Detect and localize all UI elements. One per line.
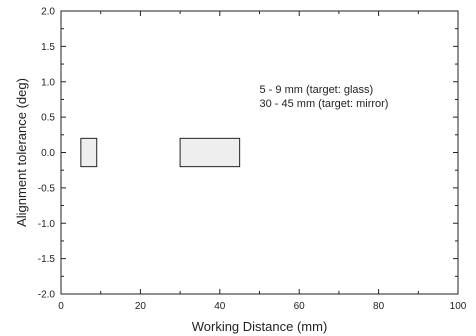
x-axis-ticks: 0 20 40 60 80 100	[58, 11, 467, 312]
x-tick-label: 80	[373, 301, 385, 312]
x-tick-label: 100	[450, 301, 467, 312]
y-tick-label: -2.0	[38, 290, 56, 301]
x-axis-title: Working Distance (mm)	[192, 319, 328, 334]
range-box-mirror	[180, 138, 240, 166]
y-tick-label: 1.0	[41, 77, 55, 88]
x-tick-label: 40	[214, 301, 226, 312]
y-tick-label: 1.5	[41, 42, 55, 53]
annotation-1: 5 - 9 mm (target: glass)	[260, 84, 374, 96]
plot-frame	[61, 11, 458, 294]
range-boxes	[81, 138, 240, 166]
y-axis-ticks: 2.0 1.5 1.0 0.5 0.0 -0.5 -1.0 -1.5 -2.0	[38, 7, 458, 301]
annotation-2: 30 - 45 mm (target: mirror)	[260, 98, 389, 110]
y-tick-label: 0.5	[41, 113, 55, 124]
x-tick-label: 60	[294, 301, 306, 312]
x-tick-label: 0	[58, 301, 64, 312]
y-tick-label: -1.5	[38, 254, 56, 265]
y-axis-title: Alignment tolerance (deg)	[14, 78, 29, 227]
y-tick-label: 2.0	[41, 7, 55, 18]
y-tick-label: -1.0	[38, 219, 56, 230]
annotations: 5 - 9 mm (target: glass) 30 - 45 mm (targ…	[260, 84, 389, 110]
y-tick-label: 0.0	[41, 148, 55, 159]
range-box-glass	[81, 138, 97, 166]
x-tick-label: 20	[135, 301, 147, 312]
y-tick-label: -0.5	[38, 183, 56, 194]
